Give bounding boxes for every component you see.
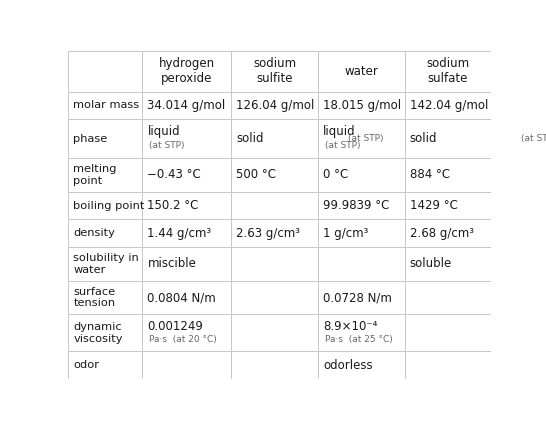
Text: 884 °C: 884 °C	[410, 168, 450, 181]
Text: phase: phase	[73, 134, 108, 144]
Text: 0.0804 N/m: 0.0804 N/m	[147, 291, 216, 304]
Text: solid: solid	[410, 132, 437, 145]
Text: hydrogen
peroxide: hydrogen peroxide	[159, 58, 215, 85]
Text: (at STP): (at STP)	[150, 141, 185, 150]
Bar	[68, 192, 143, 219]
Text: boiling point: boiling point	[73, 201, 145, 210]
Bar	[231, 158, 318, 192]
Bar	[318, 92, 405, 119]
Bar	[318, 158, 405, 192]
Text: density: density	[73, 228, 115, 238]
Bar	[231, 351, 318, 379]
Bar	[318, 119, 405, 158]
Text: odor: odor	[73, 360, 99, 370]
Bar	[68, 351, 143, 379]
Text: 1.44 g/cm³: 1.44 g/cm³	[147, 227, 211, 240]
Bar	[68, 119, 143, 158]
Text: 142.04 g/mol: 142.04 g/mol	[410, 99, 488, 112]
Text: 0 °C: 0 °C	[323, 168, 348, 181]
Text: solid: solid	[236, 132, 264, 145]
Bar	[68, 219, 143, 247]
Text: 99.9839 °C: 99.9839 °C	[323, 199, 389, 212]
Bar	[68, 92, 143, 119]
Bar	[143, 51, 231, 92]
Bar	[405, 119, 491, 158]
Text: 150.2 °C: 150.2 °C	[147, 199, 199, 212]
Bar	[143, 351, 231, 379]
Text: 34.014 g/mol: 34.014 g/mol	[147, 99, 225, 112]
Text: liquid: liquid	[147, 125, 180, 138]
Bar	[405, 247, 491, 281]
Bar	[231, 51, 318, 92]
Bar	[143, 247, 231, 281]
Text: Pa·s  (at 25 °C): Pa·s (at 25 °C)	[325, 335, 393, 344]
Bar	[68, 281, 143, 314]
Text: −0.43 °C: −0.43 °C	[147, 168, 201, 181]
Bar	[231, 92, 318, 119]
Bar	[318, 314, 405, 351]
Bar	[318, 192, 405, 219]
Text: soluble: soluble	[410, 257, 452, 271]
Bar	[231, 314, 318, 351]
Bar	[143, 92, 231, 119]
Bar	[231, 192, 318, 219]
Text: 500 °C: 500 °C	[236, 168, 276, 181]
Bar	[231, 281, 318, 314]
Text: odorless: odorless	[323, 359, 372, 372]
Text: 2.68 g/cm³: 2.68 g/cm³	[410, 227, 474, 240]
Bar	[318, 51, 405, 92]
Bar	[231, 219, 318, 247]
Text: surface
tension: surface tension	[73, 287, 115, 308]
Bar	[68, 51, 143, 92]
Bar	[405, 314, 491, 351]
Text: melting
point: melting point	[73, 164, 117, 186]
Bar	[143, 314, 231, 351]
Bar	[231, 119, 318, 158]
Bar	[143, 219, 231, 247]
Bar	[318, 281, 405, 314]
Text: (at STP): (at STP)	[521, 134, 546, 143]
Text: sodium
sulfate: sodium sulfate	[426, 58, 470, 85]
Text: 18.015 g/mol: 18.015 g/mol	[323, 99, 401, 112]
Bar	[68, 314, 143, 351]
Text: 1 g/cm³: 1 g/cm³	[323, 227, 369, 240]
Text: miscible: miscible	[147, 257, 196, 271]
Bar	[405, 351, 491, 379]
Bar	[231, 247, 318, 281]
Bar	[143, 158, 231, 192]
Text: liquid: liquid	[323, 125, 355, 138]
Bar	[405, 51, 491, 92]
Bar	[68, 158, 143, 192]
Text: 2.63 g/cm³: 2.63 g/cm³	[236, 227, 300, 240]
Text: Pa·s  (at 20 °C): Pa·s (at 20 °C)	[150, 335, 217, 344]
Text: sodium
sulfite: sodium sulfite	[253, 58, 296, 85]
Text: molar mass: molar mass	[73, 101, 139, 110]
Bar	[318, 247, 405, 281]
Bar	[318, 351, 405, 379]
Text: 0.0728 N/m: 0.0728 N/m	[323, 291, 392, 304]
Text: 0.001249: 0.001249	[147, 320, 203, 333]
Bar	[405, 158, 491, 192]
Text: (at STP): (at STP)	[348, 134, 383, 143]
Text: 8.9×10⁻⁴: 8.9×10⁻⁴	[323, 320, 377, 333]
Bar	[405, 281, 491, 314]
Bar	[318, 219, 405, 247]
Bar	[143, 192, 231, 219]
Text: water: water	[345, 65, 378, 78]
Bar	[68, 247, 143, 281]
Text: dynamic
viscosity: dynamic viscosity	[73, 322, 123, 344]
Text: (at STP): (at STP)	[325, 141, 360, 150]
Bar	[405, 219, 491, 247]
Bar	[143, 119, 231, 158]
Bar	[405, 192, 491, 219]
Bar	[143, 281, 231, 314]
Bar	[405, 92, 491, 119]
Text: 126.04 g/mol: 126.04 g/mol	[236, 99, 314, 112]
Text: 1429 °C: 1429 °C	[410, 199, 458, 212]
Text: solubility in
water: solubility in water	[73, 253, 139, 275]
